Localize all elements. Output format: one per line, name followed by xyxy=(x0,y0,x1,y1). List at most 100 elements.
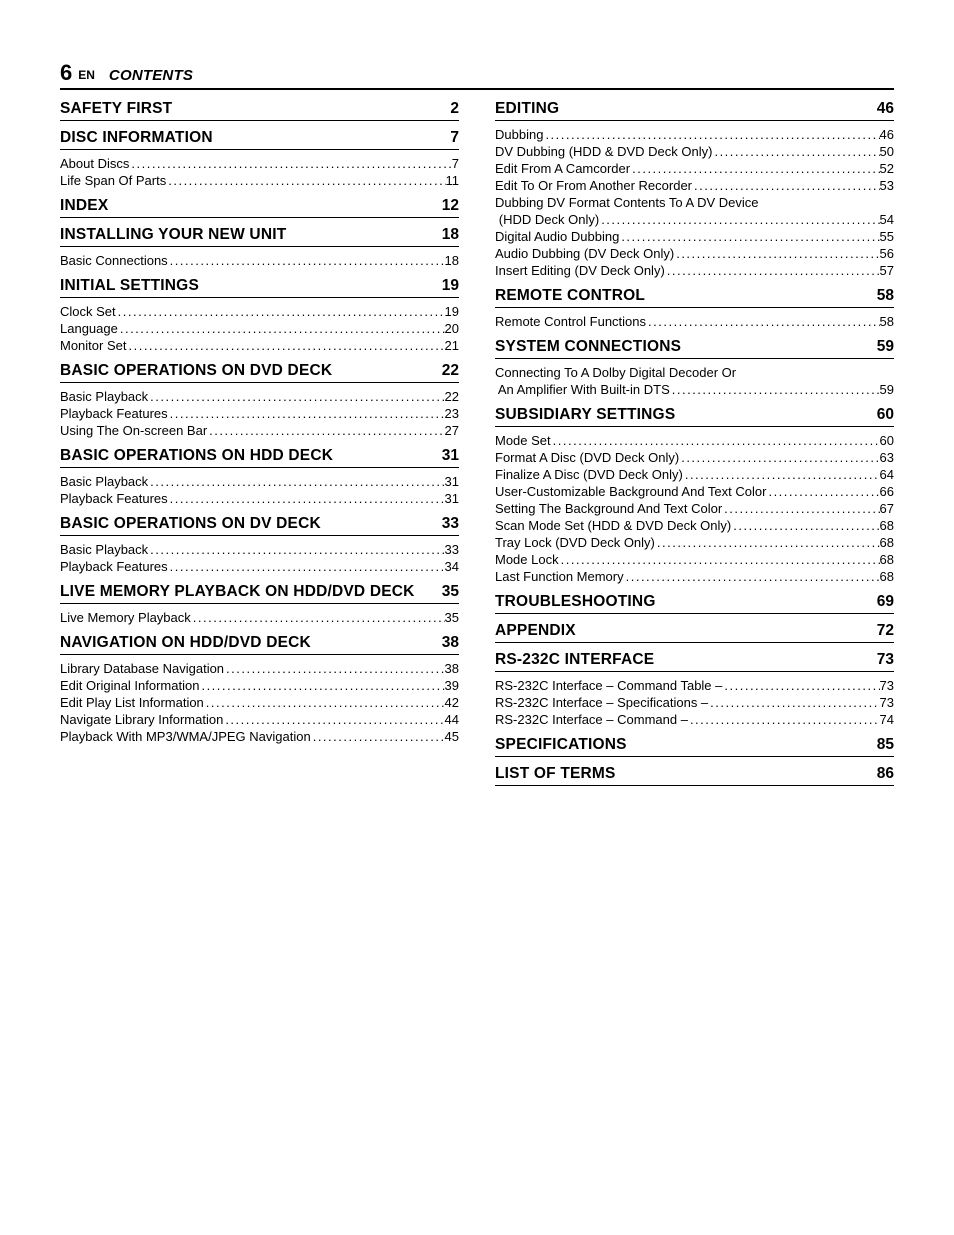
section-title: INITIAL SETTINGS xyxy=(60,277,199,295)
toc-entry: Tray Lock (DVD Deck Only)...............… xyxy=(495,534,894,551)
left-column: SAFETY FIRST2DISC INFORMATION7About Disc… xyxy=(60,100,459,791)
toc-entry: Edit To Or From Another Recorder........… xyxy=(495,177,894,194)
toc-entry-label: Edit Original Information xyxy=(60,677,199,694)
toc-entry: Life Span Of Parts......................… xyxy=(60,172,459,189)
leader-dots: ........................................… xyxy=(665,262,880,279)
leader-dots: ........................................… xyxy=(166,172,445,189)
section-page: 86 xyxy=(877,765,894,783)
toc-entry: Monitor Set.............................… xyxy=(60,337,459,354)
toc-entry-page: 18 xyxy=(445,252,459,269)
section-title: DISC INFORMATION xyxy=(60,129,213,147)
leader-dots: ........................................… xyxy=(624,568,880,585)
page: 6 EN CONTENTS SAFETY FIRST2DISC INFORMAT… xyxy=(0,0,954,831)
leader-dots: ........................................… xyxy=(204,694,445,711)
toc-entry-page: 19 xyxy=(445,303,459,320)
toc-entry-label: Playback With MP3/WMA/JPEG Navigation xyxy=(60,728,311,745)
section-title: INSTALLING YOUR NEW UNIT xyxy=(60,226,286,244)
section-title: SUBSIDIARY SETTINGS xyxy=(495,406,675,424)
section-heading: INSTALLING YOUR NEW UNIT18 xyxy=(60,226,459,247)
leader-dots: ........................................… xyxy=(683,466,880,483)
toc-entry: An Amplifier With Built-in DTS..........… xyxy=(495,381,894,398)
leader-dots: ........................................… xyxy=(708,694,879,711)
toc-entry-page: 50 xyxy=(880,143,894,160)
toc-entry-label: Setting The Background And Text Color xyxy=(495,500,722,517)
toc-entry: RS-232C Interface – Specifications –....… xyxy=(495,694,894,711)
toc-entry-label: Edit Play List Information xyxy=(60,694,204,711)
section-page: 22 xyxy=(442,362,459,380)
toc-entry-page: 68 xyxy=(880,534,894,551)
toc-entry-label: (HDD Deck Only) xyxy=(499,211,599,228)
section-title: RS-232C INTERFACE xyxy=(495,651,654,669)
toc-entry-line1: Dubbing DV Format Contents To A DV Devic… xyxy=(495,194,894,211)
toc-entry-label: Edit To Or From Another Recorder xyxy=(495,177,692,194)
section-title: BASIC OPERATIONS ON DVD DECK xyxy=(60,362,332,380)
leader-dots: ........................................… xyxy=(168,252,445,269)
toc-entry-label: Using The On-screen Bar xyxy=(60,422,207,439)
toc-entry-label: Life Span Of Parts xyxy=(60,172,166,189)
leader-dots: ........................................… xyxy=(712,143,879,160)
toc-entry-label: Basic Playback xyxy=(60,388,148,405)
leader-dots: ........................................… xyxy=(731,517,879,534)
toc-entry: Digital Audio Dubbing...................… xyxy=(495,228,894,245)
leader-dots: ........................................… xyxy=(224,660,444,677)
section-title: LIVE MEMORY PLAYBACK ON HDD/DVD DECK xyxy=(60,583,415,601)
toc-entry-page: 44 xyxy=(445,711,459,728)
toc-entry-page: 27 xyxy=(445,422,459,439)
toc-entry: Basic Playback..........................… xyxy=(60,541,459,558)
toc-entry-label: Dubbing xyxy=(495,126,543,143)
section-title: TROUBLESHOOTING xyxy=(495,593,656,611)
toc-entry-line1: Connecting To A Dolby Digital Decoder Or xyxy=(495,364,894,381)
toc-entry-label: Remote Control Functions xyxy=(495,313,646,330)
toc-entry-label: RS-232C Interface – Specifications – xyxy=(495,694,708,711)
toc-entry-label: Scan Mode Set (HDD & DVD Deck Only) xyxy=(495,517,731,534)
section-heading: BASIC OPERATIONS ON DVD DECK 22 xyxy=(60,362,459,383)
toc-entry-label: Edit From A Camcorder xyxy=(495,160,630,177)
leader-dots: ........................................… xyxy=(207,422,444,439)
toc-entry-page: 31 xyxy=(445,490,459,507)
section-heading: BASIC OPERATIONS ON DV DECK33 xyxy=(60,515,459,536)
section-page: 69 xyxy=(877,593,894,611)
leader-dots: ........................................… xyxy=(168,490,445,507)
leader-dots: ........................................… xyxy=(692,177,880,194)
toc-entry: Finalize A Disc (DVD Deck Only).........… xyxy=(495,466,894,483)
toc-entry: (HDD Deck Only).........................… xyxy=(495,211,894,228)
toc-entry-page: 53 xyxy=(880,177,894,194)
section-heading: SPECIFICATIONS85 xyxy=(495,736,894,757)
section-title: BASIC OPERATIONS ON DV DECK xyxy=(60,515,321,533)
leader-dots: ........................................… xyxy=(559,551,880,568)
section-heading: INITIAL SETTINGS19 xyxy=(60,277,459,298)
toc-entry: Playback Features.......................… xyxy=(60,490,459,507)
toc-entry-page: 23 xyxy=(445,405,459,422)
toc-entry-label: Mode Set xyxy=(495,432,551,449)
section-page: 72 xyxy=(877,622,894,640)
toc-entry-page: 46 xyxy=(880,126,894,143)
leader-dots: ........................................… xyxy=(674,245,879,262)
toc-entry: Dubbing.................................… xyxy=(495,126,894,143)
toc-entry: Navigate Library Information............… xyxy=(60,711,459,728)
toc-entry-label: Clock Set xyxy=(60,303,116,320)
leader-dots: ........................................… xyxy=(551,432,880,449)
section-heading: LIVE MEMORY PLAYBACK ON HDD/DVD DECK35 xyxy=(60,583,459,604)
leader-dots: ........................................… xyxy=(168,558,445,575)
leader-dots: ........................................… xyxy=(655,534,880,551)
section-heading: SYSTEM CONNECTIONS59 xyxy=(495,338,894,359)
toc-entry: Playback Features.......................… xyxy=(60,405,459,422)
toc-entry: Language................................… xyxy=(60,320,459,337)
toc-entry-label: Format A Disc (DVD Deck Only) xyxy=(495,449,679,466)
section-heading: APPENDIX72 xyxy=(495,622,894,643)
toc-entry: Mode Lock...............................… xyxy=(495,551,894,568)
toc-entry: Basic Playback..........................… xyxy=(60,388,459,405)
section-page: 59 xyxy=(877,338,894,356)
toc-entry-page: 68 xyxy=(880,551,894,568)
toc-entry: RS-232C Interface – Command Table –.....… xyxy=(495,677,894,694)
toc-entry-label: Basic Connections xyxy=(60,252,168,269)
toc-entry-page: 35 xyxy=(445,609,459,626)
section-heading: DISC INFORMATION7 xyxy=(60,129,459,150)
toc-entry-page: 33 xyxy=(445,541,459,558)
toc-entry-page: 7 xyxy=(452,155,459,172)
leader-dots: ........................................… xyxy=(148,473,444,490)
toc-entry-page: 59 xyxy=(880,381,894,398)
section-page: 31 xyxy=(442,447,459,465)
toc-entry-label: Insert Editing (DV Deck Only) xyxy=(495,262,665,279)
leader-dots: ........................................… xyxy=(118,320,445,337)
